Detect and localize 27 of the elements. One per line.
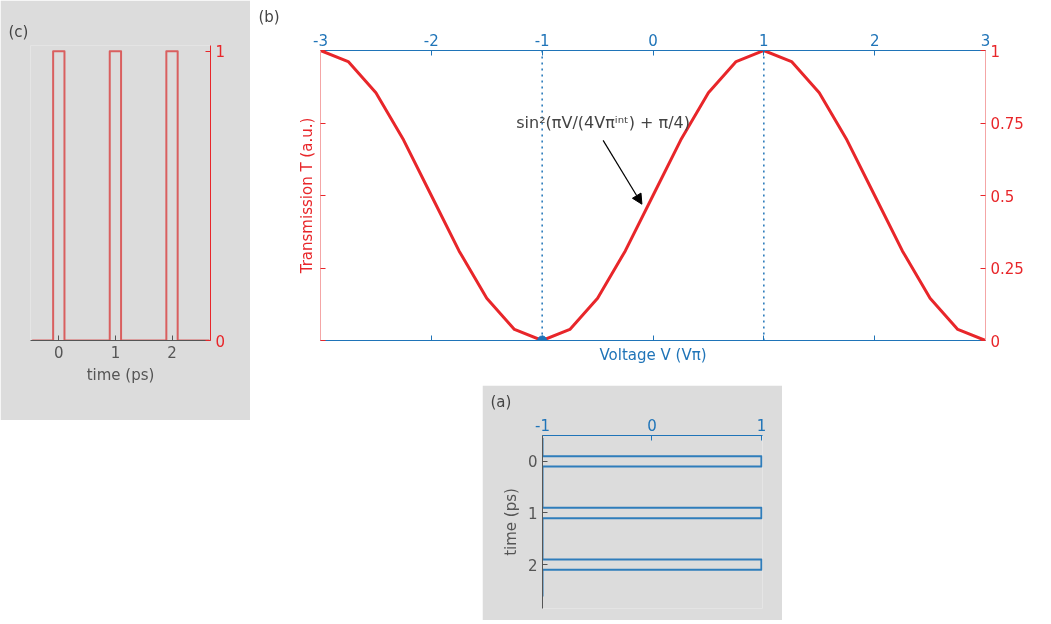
- chart-title: (a): [490, 392, 512, 411]
- x-tick-label: 1: [110, 343, 121, 362]
- y-tick-label: 0.25: [990, 260, 1024, 278]
- y-axis-title: time (ps): [501, 488, 520, 556]
- x-axis-title: Voltage V (Vπ): [599, 345, 707, 364]
- x-tick-label: 2: [869, 31, 880, 50]
- x-tick-label: 3: [980, 31, 991, 50]
- x-tick-label: 1: [756, 416, 767, 435]
- x-tick-label: -2: [423, 31, 439, 50]
- y-tick-label: 1: [527, 504, 538, 523]
- x-axis-title: time (ps): [86, 365, 155, 384]
- x-tick-label: 0: [647, 416, 657, 435]
- y-tick-label: 0.75: [990, 115, 1024, 133]
- x-tick-label: -1: [535, 416, 550, 435]
- y-tick-label: 0.5: [990, 187, 1015, 206]
- y-tick-label: 0: [527, 453, 538, 472]
- x-tick-label: 2: [167, 343, 177, 362]
- chart-title: (b): [258, 7, 280, 26]
- x-tick-label: 1: [759, 31, 769, 50]
- x-tick-label: 0: [54, 343, 64, 362]
- y-axis-title: Transmission T (a.u.): [297, 117, 316, 275]
- x-tick-label: -3: [313, 31, 328, 50]
- annotation: sin²(πV/(4Vπⁱⁿᵗ) + π/4): [516, 112, 691, 132]
- chart-title: (c): [8, 22, 29, 41]
- x-tick-label: 0: [648, 31, 658, 50]
- x-tick-label: -1: [534, 31, 550, 50]
- y-tick-label: 2: [527, 556, 538, 575]
